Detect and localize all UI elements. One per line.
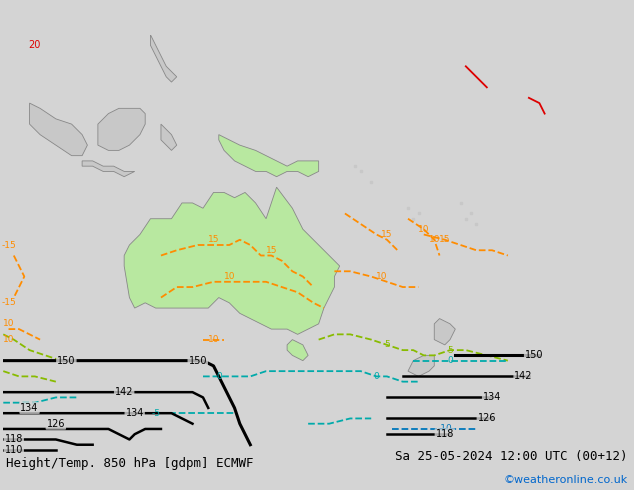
Text: 126: 126 [477,414,496,423]
Text: 150: 150 [188,356,207,366]
Text: 10: 10 [208,335,219,344]
Polygon shape [287,340,308,361]
Polygon shape [219,135,319,177]
Text: 10: 10 [3,319,15,328]
Text: Sa 25-05-2024 12:00 UTC (00+12): Sa 25-05-2024 12:00 UTC (00+12) [395,450,628,463]
Text: 10: 10 [376,272,387,281]
Text: 150: 150 [525,350,543,360]
Polygon shape [82,161,134,177]
Text: 126: 126 [46,418,65,429]
Text: 134: 134 [126,408,144,418]
Text: 15: 15 [266,246,277,255]
Text: 110: 110 [4,445,23,455]
Text: 150: 150 [57,356,75,366]
Text: 0: 0 [373,372,379,381]
Text: -15: -15 [1,298,16,307]
Text: -15: -15 [1,241,16,249]
Text: -10: -10 [437,424,452,434]
Text: 10: 10 [224,272,235,281]
Text: 0: 0 [216,372,222,381]
Text: 15: 15 [381,230,392,239]
Text: 10: 10 [418,225,429,234]
Polygon shape [98,108,145,150]
Text: 142: 142 [115,387,133,397]
Text: 10: 10 [429,235,440,244]
Text: 134: 134 [20,403,39,413]
Text: 15: 15 [439,235,451,244]
Text: 10: 10 [3,335,15,344]
Text: Height/Temp. 850 hPa [gdpm] ECMWF: Height/Temp. 850 hPa [gdpm] ECMWF [6,457,254,470]
Text: -5: -5 [151,409,160,417]
Text: 118: 118 [4,435,23,444]
Polygon shape [150,35,177,82]
Text: 134: 134 [483,392,501,402]
Text: 20: 20 [29,40,41,50]
Polygon shape [124,187,340,334]
Polygon shape [408,355,434,376]
Polygon shape [434,318,455,345]
Polygon shape [161,124,177,150]
Text: 0: 0 [447,356,453,365]
Text: 142: 142 [514,371,533,381]
Text: 5: 5 [384,341,390,349]
Text: ©weatheronline.co.uk: ©weatheronline.co.uk [503,475,628,485]
Text: 118: 118 [436,429,454,439]
Text: 5: 5 [447,345,453,355]
Polygon shape [30,103,87,156]
Text: 15: 15 [208,235,219,244]
